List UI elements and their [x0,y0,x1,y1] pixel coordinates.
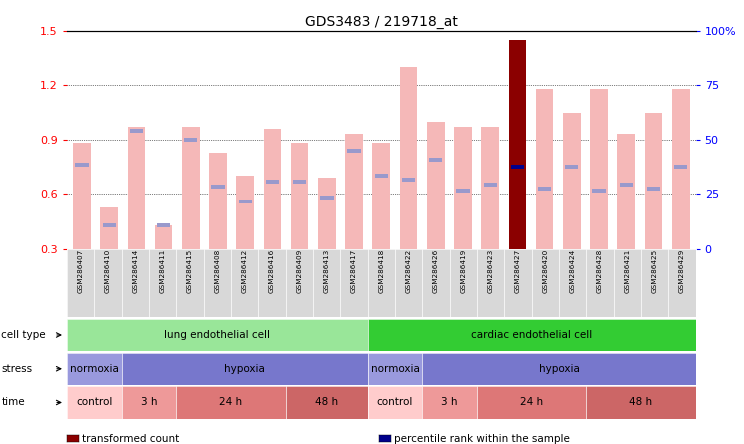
Bar [373,143,390,249]
Text: hypoxia: hypoxia [539,364,580,374]
Bar [536,89,554,249]
Bar [73,143,91,249]
Bar [647,187,660,191]
Bar [345,135,363,249]
Bar [185,138,197,142]
Text: GSM286420: GSM286420 [542,249,548,293]
Text: time: time [1,397,25,408]
Bar [509,40,526,249]
Bar [565,165,578,169]
Text: 48 h: 48 h [629,397,652,408]
Text: GSM286413: GSM286413 [324,249,330,293]
Bar [510,165,524,169]
Text: lung endothelial cell: lung endothelial cell [164,330,270,340]
Text: GDS3483 / 219718_at: GDS3483 / 219718_at [305,15,458,29]
Text: normoxia: normoxia [371,364,420,374]
Text: GSM286426: GSM286426 [433,249,439,293]
Bar [291,143,309,249]
Text: 48 h: 48 h [315,397,339,408]
Bar [103,223,116,227]
Bar [237,176,254,249]
Text: GSM286408: GSM286408 [214,249,220,293]
Bar [592,189,606,193]
Bar [127,127,145,249]
Text: GSM286422: GSM286422 [405,249,411,293]
Bar [157,223,170,227]
Bar [590,89,608,249]
Bar [674,165,687,169]
Bar [402,178,415,182]
Bar [484,183,497,187]
Bar [563,113,580,249]
Text: GSM286417: GSM286417 [351,249,357,293]
Bar [293,179,307,183]
Text: GSM286428: GSM286428 [597,249,603,293]
Bar [481,127,499,249]
Bar [239,199,252,203]
Bar [454,127,472,249]
Text: GSM286416: GSM286416 [269,249,275,293]
Text: control: control [376,397,413,408]
Bar [620,183,633,187]
Bar [618,135,635,249]
Text: GSM286419: GSM286419 [461,249,466,293]
Text: transformed count: transformed count [82,434,179,444]
Text: GSM286407: GSM286407 [77,249,83,293]
Text: cell type: cell type [1,330,46,340]
Text: stress: stress [1,364,33,374]
Bar [429,158,443,162]
Text: GSM286429: GSM286429 [679,249,685,293]
Text: hypoxia: hypoxia [224,364,265,374]
Text: cardiac endothelial cell: cardiac endothelial cell [471,330,592,340]
Bar [375,174,388,178]
Bar [672,89,690,249]
Text: GSM286410: GSM286410 [105,249,111,293]
Text: GSM286415: GSM286415 [187,249,193,293]
Bar [75,163,89,167]
Bar [263,129,281,249]
Bar [266,179,279,183]
Bar [318,178,336,249]
Text: 24 h: 24 h [219,397,243,408]
Bar [100,207,118,249]
Bar [347,149,361,153]
Text: GSM286421: GSM286421 [624,249,630,293]
Bar [155,225,173,249]
Text: normoxia: normoxia [70,364,119,374]
Bar [456,189,469,193]
Bar [211,185,225,189]
Bar [538,187,551,191]
Bar [400,67,417,249]
Bar [182,127,199,249]
Text: 24 h: 24 h [520,397,543,408]
Bar [320,196,333,200]
Text: GSM286427: GSM286427 [515,249,521,293]
Bar [209,153,227,249]
Text: percentile rank within the sample: percentile rank within the sample [394,434,570,444]
Text: 3 h: 3 h [441,397,458,408]
Bar [129,129,143,133]
Text: GSM286411: GSM286411 [160,249,166,293]
Text: GSM286423: GSM286423 [487,249,493,293]
Text: control: control [76,397,112,408]
Text: GSM286424: GSM286424 [570,249,576,293]
Text: GSM286425: GSM286425 [652,249,658,293]
Text: GSM286412: GSM286412 [242,249,248,293]
Text: 3 h: 3 h [141,397,157,408]
Bar [427,122,445,249]
Text: GSM286418: GSM286418 [378,249,385,293]
Bar [644,113,662,249]
Text: GSM286414: GSM286414 [132,249,138,293]
Text: GSM286409: GSM286409 [296,249,302,293]
